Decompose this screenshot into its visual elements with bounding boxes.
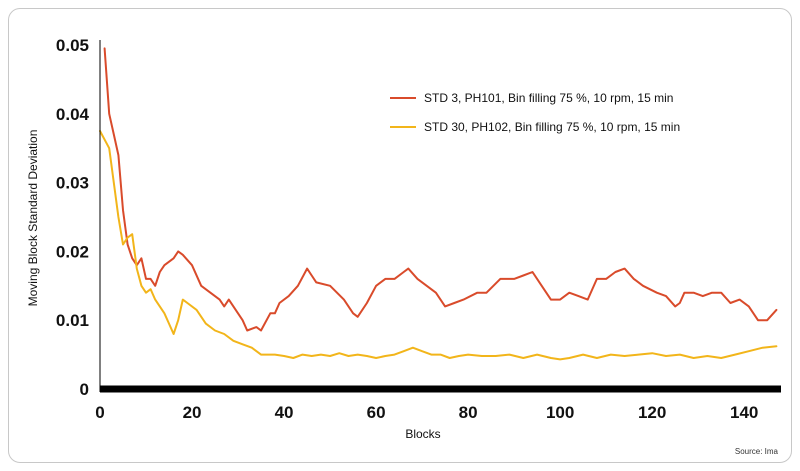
x-tick-label: 100 [546,403,574,422]
series-line-1 [99,130,778,361]
legend-label-std30: STD 30, PH102, Bin filling 75 %, 10 rpm,… [424,120,680,134]
x-tick-label: 0 [95,403,104,422]
x-tick-label: 140 [730,403,758,422]
source-note: Source: Ima [734,447,778,456]
x-tick-label: 60 [367,403,386,422]
y-tick-label: 0.02 [56,242,89,261]
chart-frame [8,8,792,463]
x-axis-label: Blocks [405,427,441,441]
y-tick-label: 0.05 [56,36,89,55]
x-tick-label: 80 [459,403,478,422]
series-line-0 [103,47,778,332]
y-tick-label: 0.01 [56,311,89,330]
y-tick-label: 0.03 [56,174,89,193]
legend: STD 3, PH101, Bin filling 75 %, 10 rpm, … [390,91,680,134]
series-layer [99,47,778,361]
y-axis-label: Moving Block Standard Deviation [26,129,40,307]
legend-label-std3: STD 3, PH101, Bin filling 75 %, 10 rpm, … [424,91,673,105]
x-tick-label: 40 [275,403,294,422]
y-tick-label: 0.04 [56,105,90,124]
x-axis-ticks: 0 20 40 60 80 100 120 140 [95,403,758,422]
y-axis-ticks: 0 0.01 0.02 0.03 0.04 0.05 [56,36,90,399]
axes [99,40,781,393]
x-tick-label: 120 [638,403,666,422]
x-tick-label: 20 [183,403,202,422]
y-tick-label: 0 [80,380,89,399]
